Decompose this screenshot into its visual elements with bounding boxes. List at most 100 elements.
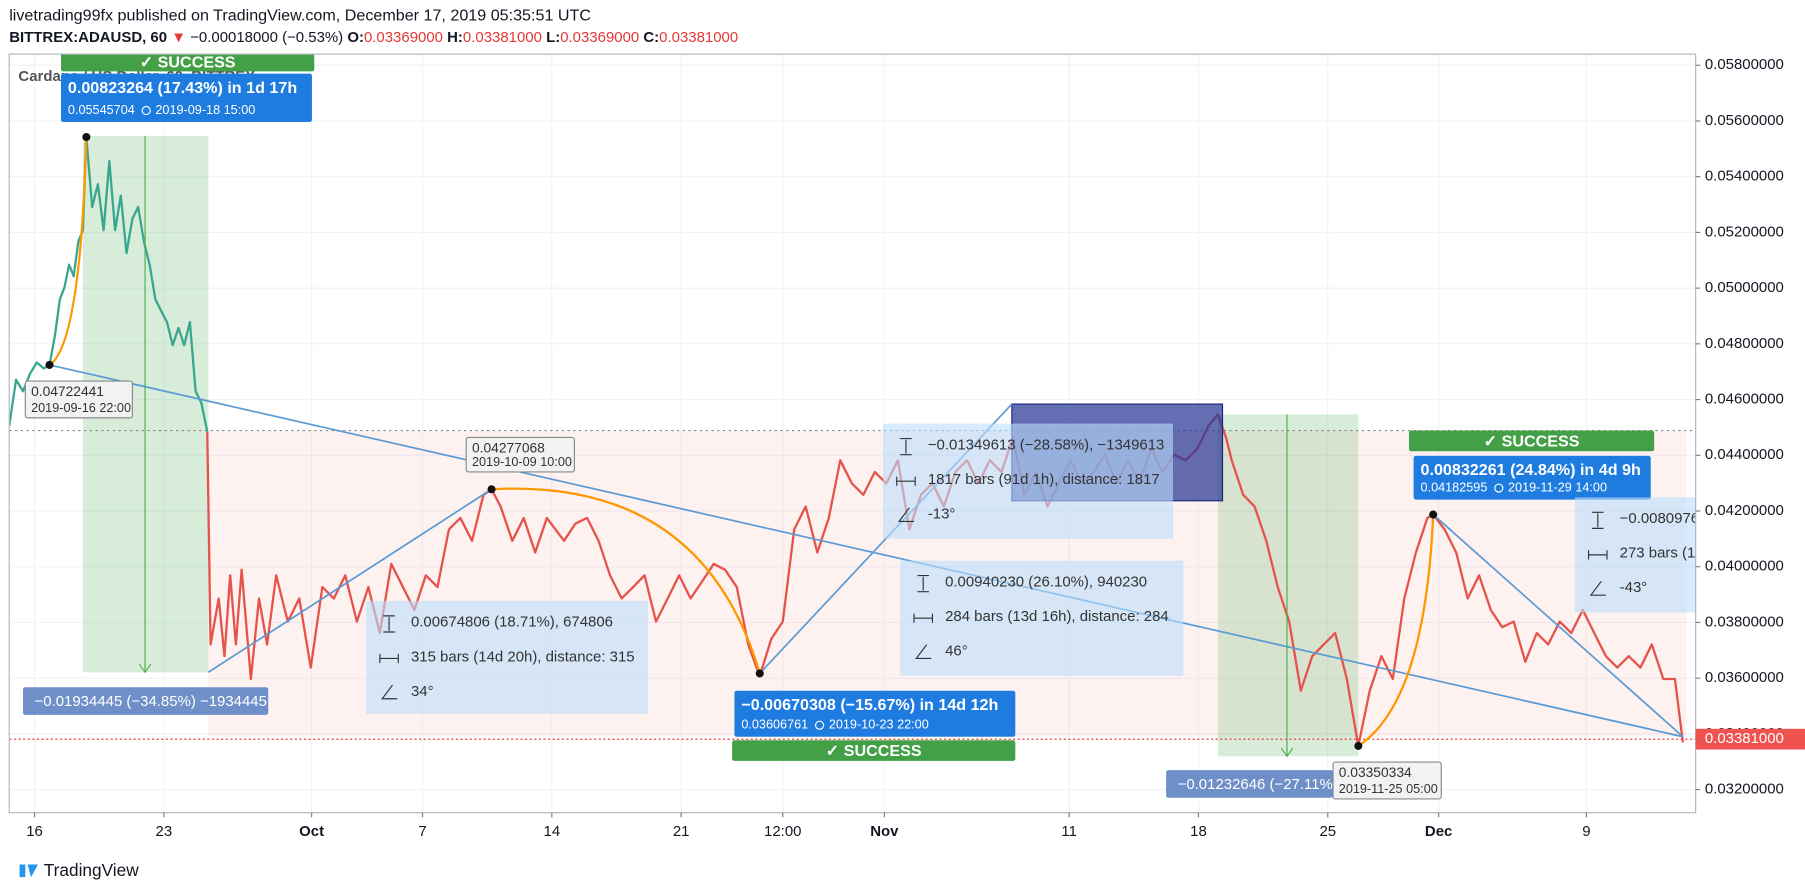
angle-icon: [1589, 580, 1606, 596]
result-time: 2019-09-18 15:00: [155, 103, 255, 117]
y-tick-label: 0.05600000: [1705, 112, 1784, 129]
measure-tag-text: −0.01232646 (−27.11%): [1178, 776, 1338, 793]
result-headline: 0.00832261 (24.84%) in 4d 9h: [1421, 461, 1641, 479]
x-tick-label: 9: [1582, 823, 1590, 840]
result-box: [1413, 455, 1651, 500]
plot-frame: [8, 53, 1697, 814]
result-headline: 0.00823264 (17.43%) in 1d 17h: [68, 79, 297, 97]
angle-icon: [915, 644, 932, 660]
ohlc-value: 0.03381000: [463, 29, 542, 46]
success-badge: [1409, 430, 1655, 452]
last-price-box: [1695, 728, 1805, 750]
point-time: 2019-11-25 05:00: [1339, 782, 1438, 796]
y-tick-label: 0.03800000: [1705, 613, 1784, 630]
ohlc-key: C:: [643, 29, 659, 46]
result-box: [61, 73, 312, 123]
angle-icon: [897, 507, 915, 523]
y-tick-label: 0.05200000: [1705, 223, 1784, 240]
change: −0.00018000 (−0.53%): [190, 29, 343, 46]
point-label-box: [1332, 761, 1442, 800]
x-tick-label: 7: [418, 823, 426, 840]
y-tick-label: 0.04400000: [1705, 446, 1784, 463]
measure-text: −0.01349613 (−28.58%), −1349613: [928, 436, 1165, 453]
ohlc-key: O:: [347, 29, 364, 46]
anchor-point: [82, 132, 91, 142]
x-tick-label: Oct: [299, 823, 324, 840]
success-badge: [61, 54, 315, 72]
x-tick-label: Dec: [1425, 823, 1452, 840]
result-price: 0.04182595: [1421, 480, 1488, 494]
arc: [48, 135, 88, 366]
measure-text: 315 bars (14d 20h), distance: 315: [411, 648, 635, 665]
measure-tag: [1166, 770, 1334, 798]
measure-text: 284 bars (13d 16h), distance: 284: [945, 608, 1169, 625]
anchor-point: [1429, 510, 1438, 519]
brand-logo: [10, 864, 38, 878]
down-arrow: ▼: [171, 29, 186, 46]
ohlc-key: L:: [546, 29, 560, 46]
measure-text: -43°: [1620, 579, 1648, 596]
y-tick-label: 0.04600000: [1705, 391, 1784, 408]
point-time: 2019-10-09 10:00: [472, 455, 572, 469]
range-icon: [917, 575, 929, 593]
measure-tag-text: −0.01934445 (−34.85%) −1934445: [35, 693, 267, 710]
ohlc-value: 0.03369000: [364, 29, 443, 46]
bars-icon: [1588, 550, 1608, 560]
bars-icon: [896, 476, 916, 486]
measure-text: -13°: [928, 506, 956, 523]
y-tick-label: 0.05800000: [1705, 56, 1784, 73]
ohlc-value: 0.03381000: [659, 29, 738, 46]
range-icon: [900, 438, 912, 456]
x-tick-label: 14: [544, 823, 561, 840]
anchor-point: [1354, 741, 1363, 750]
ohlc-value: 0.03369000: [560, 29, 639, 46]
y-tick-label: 0.04000000: [1705, 558, 1784, 575]
measure-text: 1817 bars (91d 1h), distance: 1817: [928, 471, 1160, 488]
clock-icon: [1494, 483, 1504, 493]
trend-line: [49, 364, 1684, 738]
clock-icon: [141, 105, 151, 116]
x-tick-label: Nov: [870, 823, 899, 840]
bars-icon: [913, 613, 934, 623]
x-tick-label: 18: [1190, 823, 1207, 840]
measure-box: [366, 600, 649, 714]
brand-name: TradingView: [44, 860, 139, 880]
measure-text: 46°: [945, 643, 968, 660]
brand: TradingView: [10, 860, 139, 880]
range-icon: [1592, 511, 1604, 529]
ohlc-key: H:: [447, 29, 463, 46]
trend-line: [1432, 513, 1684, 738]
arrow-head: [1280, 747, 1294, 758]
measure-text: 0.00674806 (18.71%), 674806: [411, 614, 613, 631]
y-tick-label: 0.05400000: [1705, 168, 1784, 185]
anchor-point: [755, 669, 764, 678]
measure-text: 273 bars (1: [1620, 545, 1696, 562]
point-price: 0.03350334: [1339, 764, 1412, 780]
measure-text: 34°: [411, 683, 434, 700]
arrow-head: [138, 663, 152, 674]
axes: 0.032000000.034000000.036000000.03800000…: [8, 53, 1805, 840]
range-icon: [383, 615, 395, 633]
point-label-box: [465, 436, 575, 473]
symbol-line: BITTREX:ADAUSD, 60 ▼ −0.00018000 (−0.53%…: [9, 29, 738, 46]
y-tick-label: 0.03200000: [1705, 781, 1784, 798]
measure-box: [882, 423, 1174, 539]
success-text: ✓ SUCCESS: [826, 742, 922, 760]
angle-icon: [381, 684, 398, 700]
result-time: 2019-11-29 14:00: [1508, 480, 1607, 494]
clock-icon: [815, 720, 825, 730]
x-tick-label: 23: [156, 823, 173, 840]
anchor-point: [487, 485, 496, 494]
x-tick-label: 11: [1061, 823, 1077, 840]
x-tick-label: 21: [673, 823, 690, 840]
x-tick-label: 12:00: [764, 823, 801, 840]
measure-text: 0.00940230 (26.10%), 940230: [945, 573, 1147, 590]
y-tick-label: 0.05000000: [1705, 279, 1784, 296]
arc: [1357, 514, 1435, 747]
result-price: 0.05545704: [68, 103, 135, 117]
success-badge: [732, 740, 1016, 761]
measure-text: −0.0080976: [1620, 510, 1699, 527]
x-tick-label: 25: [1319, 823, 1336, 840]
target-zone: [1217, 414, 1359, 757]
